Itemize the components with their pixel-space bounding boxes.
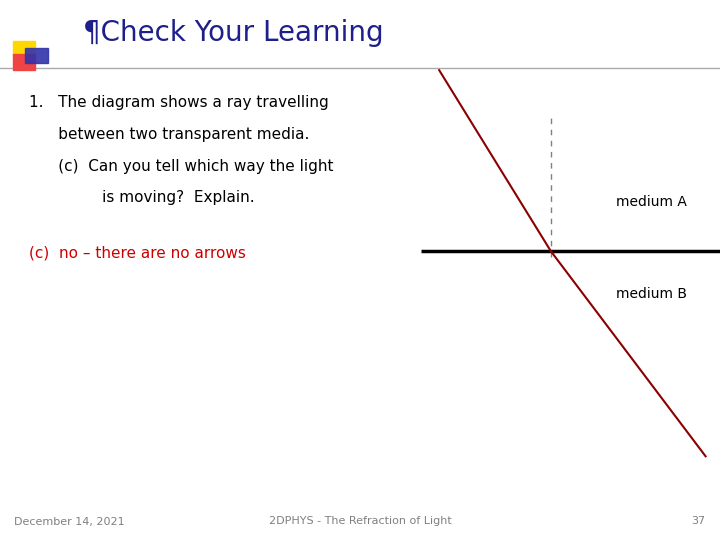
Bar xyxy=(25,48,48,63)
Text: 1.   The diagram shows a ray travelling: 1. The diagram shows a ray travelling xyxy=(29,94,328,110)
Text: between two transparent media.: between two transparent media. xyxy=(29,127,309,142)
Bar xyxy=(13,54,35,70)
Text: (c)  Can you tell which way the light: (c) Can you tell which way the light xyxy=(29,159,333,174)
Text: medium A: medium A xyxy=(616,195,687,210)
Text: is moving?  Explain.: is moving? Explain. xyxy=(29,190,254,205)
Text: 37: 37 xyxy=(691,516,706,526)
Text: medium B: medium B xyxy=(616,287,687,301)
Text: 2DPHYS - The Refraction of Light: 2DPHYS - The Refraction of Light xyxy=(269,516,451,526)
Text: December 14, 2021: December 14, 2021 xyxy=(14,516,125,526)
Text: ¶Check Your Learning: ¶Check Your Learning xyxy=(83,19,384,47)
Text: (c)  no – there are no arrows: (c) no – there are no arrows xyxy=(29,246,246,261)
Bar xyxy=(13,41,35,57)
